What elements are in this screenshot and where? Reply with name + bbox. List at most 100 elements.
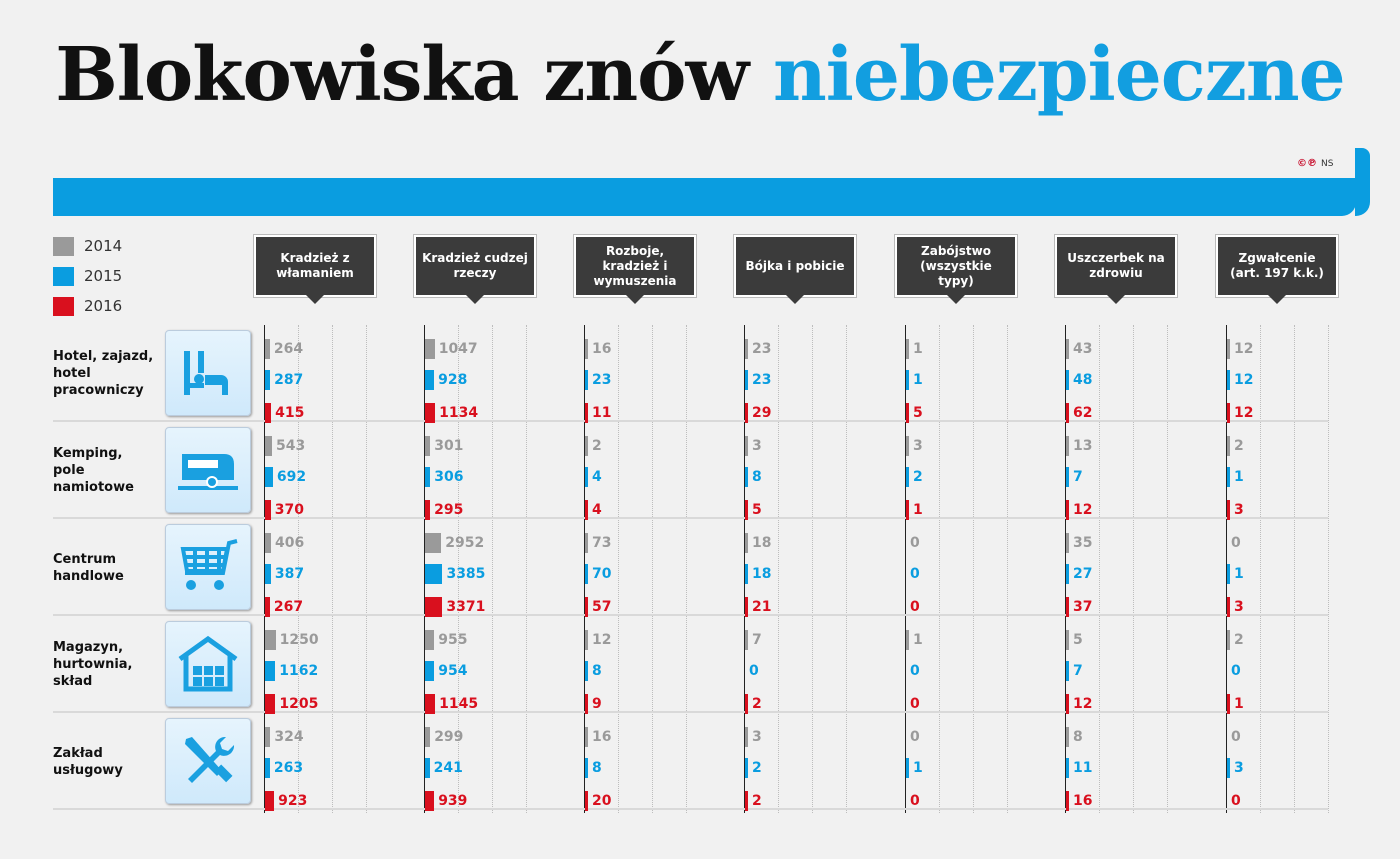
row-label-kemping: Kemping, pole namiotowe — [53, 422, 158, 519]
data-label-2015: 18 — [752, 566, 772, 582]
column-header-uszczerbek-na-zdrowiu: Uszczerbek na zdrowiu — [1055, 235, 1177, 304]
legend-label: 2016 — [84, 297, 123, 315]
row-label-text: Magazyn, hurtownia, skład — [53, 640, 133, 689]
bar-2016 — [906, 500, 909, 520]
data-label-2014: 955 — [438, 632, 468, 648]
title-part1: Blokowiska znów — [55, 32, 749, 118]
column-axis — [905, 325, 906, 813]
bar-2014 — [585, 339, 588, 359]
bar-2016 — [265, 597, 270, 617]
bar-2016 — [425, 694, 436, 714]
column-header-label: Zgwałcenie (art. 197 k.k.) — [1230, 251, 1324, 280]
bar-2016 — [585, 597, 588, 617]
data-label-2014: 2 — [1234, 438, 1244, 454]
bar-2016 — [745, 500, 748, 520]
tools-icon — [185, 736, 235, 783]
bar-2014 — [1227, 630, 1230, 650]
column-header-pointer — [466, 295, 484, 304]
column-header-pointer — [947, 295, 965, 304]
category-icon-box — [165, 330, 251, 416]
bar-2014 — [425, 436, 431, 456]
bar-2015 — [1227, 370, 1230, 390]
column-axis — [584, 325, 585, 813]
column-header-label: Kradzież z włamaniem — [276, 251, 354, 280]
data-label-2016: 0 — [910, 599, 920, 615]
data-label-2014: 43 — [1073, 341, 1093, 357]
column-axis — [424, 325, 425, 813]
bar-2016 — [1227, 500, 1230, 520]
data-label-2015: 0 — [910, 566, 920, 582]
column-axis — [1065, 325, 1066, 813]
column-header-label: Uszczerbek na zdrowiu — [1067, 251, 1165, 280]
grid-line — [939, 325, 940, 813]
column-header-label: Rozboje, kradzież i wymuszenia — [593, 243, 677, 288]
bar-2015 — [585, 467, 588, 487]
legend-item-2014: 2014 — [53, 236, 122, 256]
bar-2014 — [745, 339, 748, 359]
bar-2014 — [265, 630, 276, 650]
data-label-2014: 73 — [592, 535, 612, 551]
bar-2014 — [425, 533, 442, 553]
bar-2014 — [1066, 339, 1069, 359]
bar-2016 — [1227, 597, 1230, 617]
data-label-2014: 2952 — [445, 535, 485, 551]
bar-2015 — [265, 467, 273, 487]
bar-2015 — [1066, 370, 1069, 390]
category-icon-box — [165, 524, 251, 610]
credit-mark: ©℗ — [1297, 158, 1317, 169]
grid-line — [973, 325, 974, 813]
bar-2016 — [1066, 694, 1069, 714]
bar-2016 — [906, 403, 909, 423]
grid-line — [1133, 325, 1134, 813]
data-label-2015: 4 — [592, 469, 602, 485]
data-label-2014: 299 — [434, 729, 464, 745]
data-label-2016: 21 — [752, 599, 772, 615]
shopping-cart-icon — [180, 539, 238, 590]
bar-2014 — [906, 339, 909, 359]
data-label-2016: 16 — [1073, 793, 1093, 809]
bar-2014 — [906, 436, 909, 456]
warehouse-icon — [178, 635, 238, 692]
data-label-2014: 2 — [1234, 632, 1244, 648]
data-label-2016: 1134 — [439, 405, 479, 421]
data-label-2014: 12 — [592, 632, 612, 648]
data-label-2015: 928 — [438, 372, 468, 388]
data-label-2016: 62 — [1073, 405, 1093, 421]
bar-2014 — [1227, 339, 1230, 359]
data-label-2016: 923 — [278, 793, 308, 809]
bar-2014 — [265, 339, 270, 359]
bar-2014 — [585, 727, 588, 747]
data-label-2016: 415 — [275, 405, 305, 421]
data-label-2016: 3371 — [446, 599, 486, 615]
bar-2015 — [906, 758, 909, 778]
data-label-2016: 2 — [752, 696, 762, 712]
bar-2014 — [425, 339, 435, 359]
data-label-2016: 29 — [752, 405, 772, 421]
grid-line — [1167, 325, 1168, 813]
data-label-2015: 7 — [1073, 469, 1083, 485]
data-label-2015: 1 — [1234, 566, 1244, 582]
grid-line — [458, 325, 459, 813]
data-label-2016: 57 — [592, 599, 612, 615]
bar-2016 — [265, 500, 271, 520]
bar-2015 — [265, 661, 276, 681]
bar-2015 — [265, 370, 271, 390]
data-label-2015: 70 — [592, 566, 612, 582]
row-label-text: Hotel, zajazd, hotel pracowniczy — [53, 349, 154, 398]
bar-2014 — [585, 436, 588, 456]
category-icon-box — [165, 718, 251, 804]
data-label-2015: 306 — [434, 469, 464, 485]
bar-2014 — [745, 727, 748, 747]
bar-2015 — [1227, 467, 1230, 487]
data-label-2014: 3 — [752, 729, 762, 745]
data-label-2015: 1 — [1234, 469, 1244, 485]
bar-2015 — [745, 370, 748, 390]
data-label-2015: 0 — [910, 663, 920, 679]
bar-2014 — [906, 630, 909, 650]
data-label-2015: 1162 — [279, 663, 319, 679]
data-label-2015: 23 — [592, 372, 612, 388]
bar-2016 — [265, 791, 275, 811]
credit: ©℗ NS — [1297, 158, 1333, 169]
column-header-zabojstwo: Zabójstwo (wszystkie typy) — [895, 235, 1017, 304]
grid-line — [1099, 325, 1100, 813]
